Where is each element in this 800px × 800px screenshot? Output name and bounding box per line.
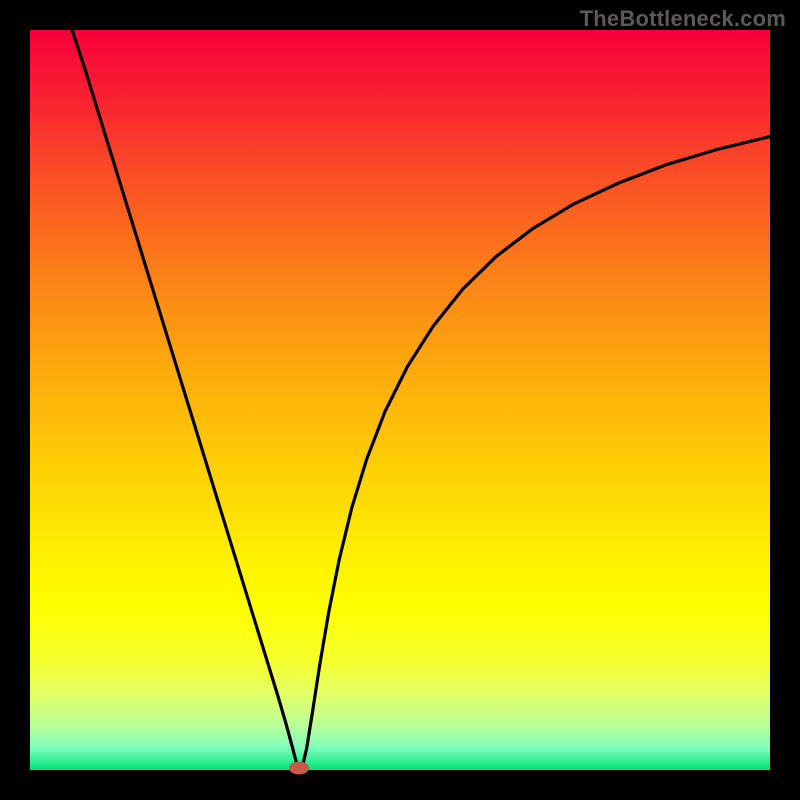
plot-area <box>30 30 770 770</box>
watermark-text: TheBottleneck.com <box>580 6 786 32</box>
curve-layer <box>30 30 770 770</box>
bottleneck-curve <box>72 30 770 769</box>
minimum-marker <box>289 761 309 774</box>
